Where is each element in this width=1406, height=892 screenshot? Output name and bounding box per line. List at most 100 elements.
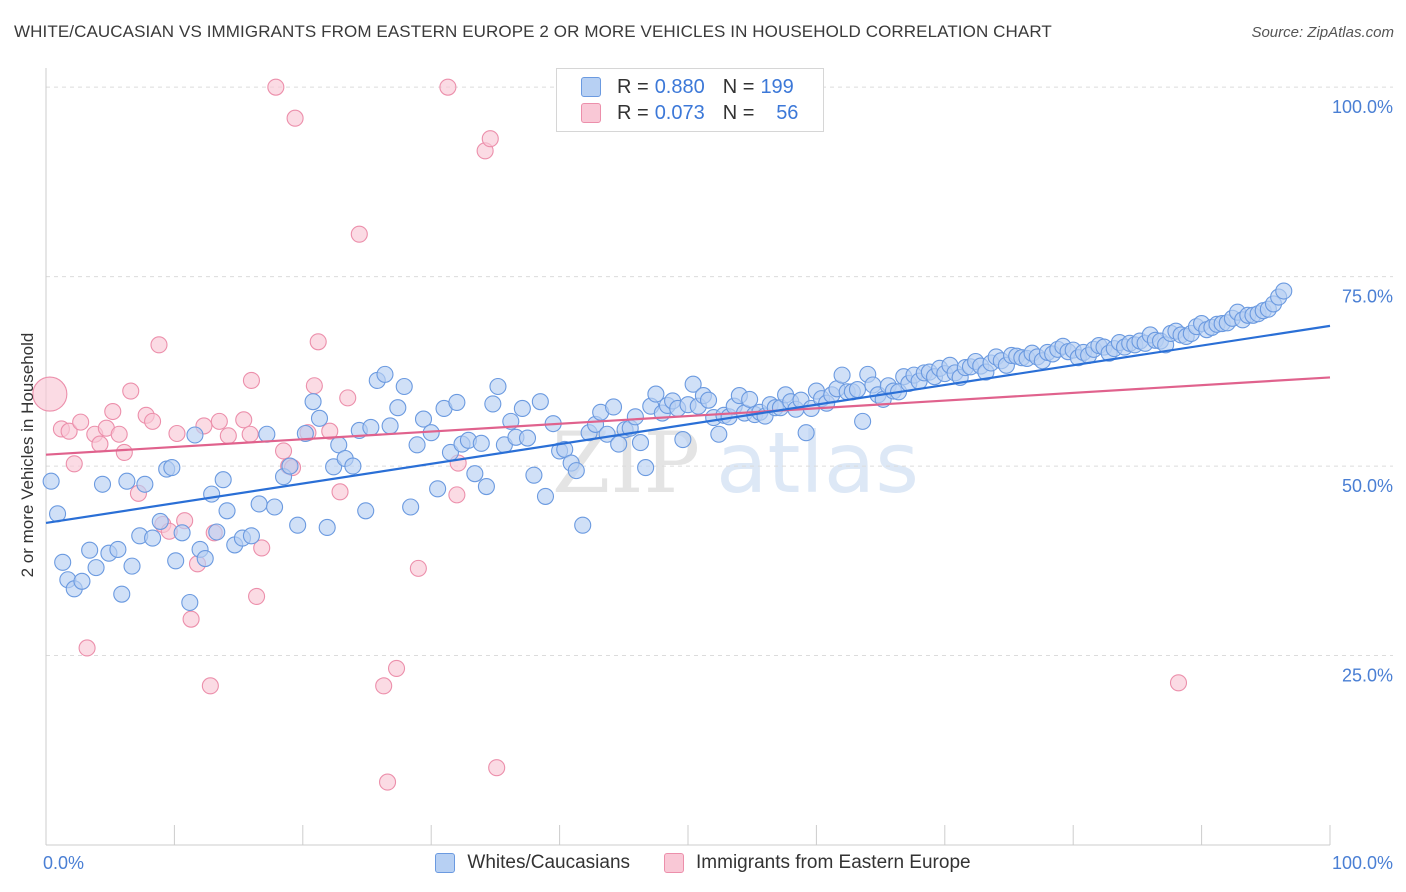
whites-point	[741, 390, 759, 408]
whites-point	[381, 417, 399, 435]
immigrants-point	[321, 422, 339, 440]
whites-point	[848, 380, 867, 399]
series-name-whites: Whites/Caucasians	[467, 852, 631, 873]
whites-point	[854, 412, 872, 430]
immigrants-point	[201, 677, 219, 695]
immigrants-point	[350, 225, 368, 243]
whites-point	[136, 475, 154, 493]
whites-point	[525, 466, 543, 484]
whites-point	[173, 524, 191, 542]
immigrants-point	[488, 759, 506, 777]
immigrants-point	[378, 773, 397, 791]
legend-n-label: N =	[722, 75, 755, 98]
immigrants-point	[72, 413, 90, 431]
series-swatch-whites	[435, 853, 456, 873]
whites-point	[281, 457, 299, 475]
immigrants-point	[219, 427, 237, 445]
whites-point	[167, 552, 185, 570]
whites-point	[448, 393, 466, 411]
whites-point	[710, 425, 728, 443]
legend-n-value-immigrants: 56	[776, 101, 799, 124]
whites-point	[163, 459, 181, 477]
immigrants-point	[387, 659, 406, 677]
series-legend-whites: Whites/Caucasians	[435, 852, 630, 874]
whites-point	[357, 502, 375, 520]
immigrants-point	[286, 109, 304, 127]
immigrants-point	[78, 639, 96, 657]
whites-point	[429, 480, 447, 498]
whites-point	[250, 495, 268, 513]
watermark-atlas: atlas	[716, 414, 919, 512]
whites-point	[637, 459, 655, 477]
immigrants-point	[375, 677, 393, 695]
whites-point	[266, 498, 284, 516]
immigrants-point	[242, 371, 260, 389]
immigrants-point	[182, 610, 200, 628]
whites-point	[123, 557, 141, 575]
whites-point	[472, 434, 490, 452]
whites-point	[414, 410, 433, 428]
whites-point	[87, 559, 105, 577]
immigrants-point	[448, 486, 466, 504]
whites-point	[502, 412, 520, 430]
whites-point	[186, 426, 204, 444]
whites-point	[242, 527, 260, 545]
whites-point	[574, 516, 592, 534]
whites-point	[1275, 282, 1293, 300]
immigrants-point	[409, 559, 427, 577]
whites-point	[395, 377, 413, 396]
legend-n-value-whites: 199	[760, 75, 794, 98]
whites-point	[93, 475, 112, 493]
series-legend-immigrants: Immigrants from Eastern Europe	[664, 852, 971, 874]
whites-point	[208, 523, 226, 541]
whites-point	[536, 487, 555, 505]
whites-point	[289, 516, 307, 534]
chart-title: WHITE/CAUCASIAN VS IMMIGRANTS FROM EASTE…	[14, 22, 1052, 41]
whites-point	[489, 377, 507, 396]
whites-point	[73, 572, 91, 590]
immigrants-point	[253, 539, 271, 557]
trend-line-whites	[45, 324, 1331, 525]
whites-point	[518, 429, 537, 447]
immigrants-point	[274, 442, 293, 460]
trend-lines	[45, 324, 1331, 525]
immigrants-point	[210, 412, 228, 430]
series-name-immigrants: Immigrants from Eastern Europe	[696, 852, 971, 873]
immigrants-point	[168, 424, 186, 443]
whites-point	[631, 434, 650, 452]
immigrants-point	[235, 411, 253, 429]
y-tick-label: 75.0%	[1342, 287, 1393, 307]
immigrants-point	[150, 336, 168, 354]
whites-point	[214, 471, 232, 489]
whites-point	[684, 375, 702, 393]
immigrants-point	[91, 435, 109, 453]
immigrants-point	[331, 483, 349, 501]
trend-line-immigrants	[45, 376, 1331, 456]
y-tick-label: 25.0%	[1342, 666, 1393, 686]
whites-point	[833, 366, 851, 384]
whites-point	[647, 385, 665, 403]
legend-row-whites: R = 0.880 N = 199	[581, 74, 794, 100]
legend-r-label: R =	[617, 101, 649, 124]
y-tick-label: 100.0%	[1332, 97, 1393, 117]
whites-point	[196, 549, 214, 568]
source-note: Source: ZipAtlas.com	[1251, 24, 1394, 41]
immigrants-point	[115, 443, 133, 461]
whites-point	[304, 393, 322, 411]
whites-point	[203, 485, 221, 503]
legend-swatch-immigrants	[581, 103, 601, 123]
y-tick-label: 50.0%	[1342, 476, 1393, 496]
axes	[45, 68, 1331, 846]
whites-point	[144, 529, 162, 547]
whites-point	[477, 477, 495, 496]
immigrants-point	[481, 130, 499, 148]
whites-point	[109, 540, 127, 558]
whites-point	[513, 399, 531, 418]
whites-point	[626, 408, 644, 426]
whites-point	[81, 541, 99, 559]
immigrants-point	[104, 402, 122, 421]
immigrants-point	[1169, 674, 1188, 692]
whites-point	[318, 518, 336, 537]
immigrants-point	[144, 412, 162, 430]
whites-point	[296, 424, 314, 443]
